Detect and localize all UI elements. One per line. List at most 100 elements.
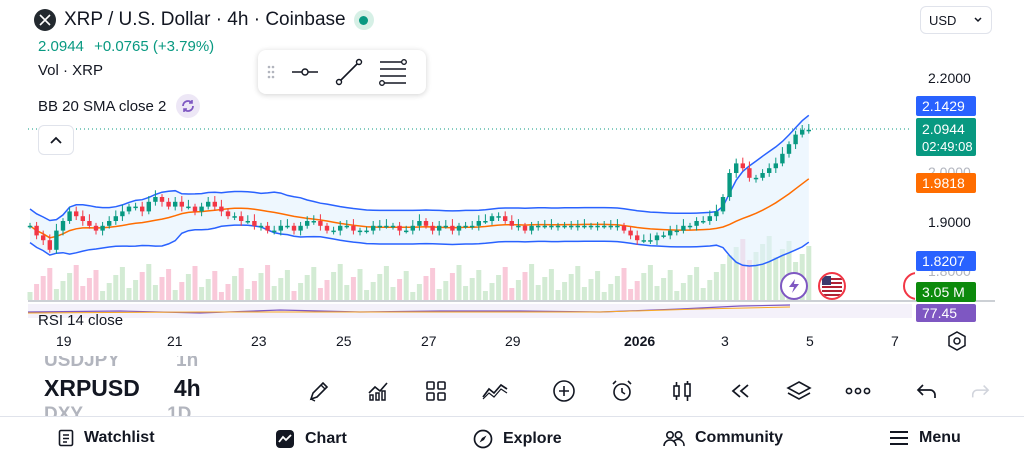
alert-button[interactable] [607,376,637,406]
candle-body [714,211,719,217]
volume-bar [60,281,66,300]
pen-icon [309,381,329,402]
fib-retracement-icon[interactable] [378,58,408,86]
volume-bar [588,279,594,300]
chart-settings-button[interactable] [946,330,968,352]
drawing-tools-button[interactable] [304,376,334,406]
volume-bar [515,280,521,300]
volume-bar [469,278,475,300]
volume-bar [687,275,693,300]
volume-bar [100,291,106,300]
symbol-wheel-current: XRPUSD 4h [44,375,201,401]
volume-bar [317,288,323,300]
drag-handle-icon[interactable] [266,63,276,81]
trend-line-icon[interactable] [334,57,364,87]
layouts-button[interactable] [421,376,451,406]
volume-bar [350,277,356,300]
nav-explore[interactable]: Explore [473,429,562,449]
bb-indicator-label[interactable]: BB 20 SMA close 2 [38,94,201,118]
compare-button[interactable] [480,376,510,406]
volume-bar [232,276,238,300]
symbol-title[interactable]: XRP / U.S. Dollar · 4h · Coinbase [64,9,346,30]
symbol-wheel-next: DXY 1D [44,404,192,416]
event-marker-lightning[interactable] [780,272,808,300]
nav-chart-label: Chart [305,430,347,447]
nav-chart[interactable]: Chart [275,429,347,449]
candle-body [397,225,402,231]
volume-bar [403,271,409,300]
volume-bar [337,264,343,300]
volume-bar [225,284,231,300]
candle-body [41,235,46,241]
candle-body [668,230,673,236]
currency-select[interactable]: USD [920,6,992,34]
volume-bar [40,276,46,300]
volume-bar [614,276,620,300]
symbol-wheel[interactable]: USDJPY 1h XRPUSD 4h DXY 1D [40,356,220,416]
community-icon [663,430,685,447]
event-marker-us-flag-right[interactable] [903,272,915,300]
redo-icon [971,384,990,398]
volume-bar [753,252,759,300]
add-button[interactable] [549,376,579,406]
volume-bar [119,267,125,300]
candle-body [470,225,475,228]
lightning-icon [789,279,799,293]
candle-body [351,225,356,231]
volume-bar [251,281,257,300]
nav-watchlist-label: Watchlist [84,429,155,446]
event-marker-us-flag[interactable] [818,272,846,300]
more-button[interactable] [843,376,873,406]
candle-body [107,221,112,226]
volume-bar [489,283,495,300]
volume-bar [773,257,779,300]
nav-menu[interactable]: Menu [889,429,961,447]
price-change: +0.0765 (+3.79%) [94,38,215,55]
volume-bar [430,268,436,300]
volume-bar [562,282,568,300]
add-icon [553,380,575,402]
time-tick: 23 [251,333,267,349]
bb-upper-tag: 2.1429 [916,96,976,116]
candle-body [80,216,85,221]
last-price: 2.0944 [38,38,84,55]
rsi-indicator-label[interactable]: RSI 14 close [38,312,124,326]
layers-button[interactable] [784,376,814,406]
redo-button[interactable] [970,376,990,406]
undo-icon [916,384,936,398]
undo-button[interactable] [912,376,942,406]
candle-body [404,230,409,233]
volume-bar [179,282,185,300]
candle-body [206,201,211,207]
rsi-ma-line [27,306,791,314]
candle-body [456,225,462,231]
chart-type-button[interactable] [667,376,697,406]
volume-bar [93,270,99,300]
volume-indicator-label[interactable]: Vol · XRP [38,62,104,79]
nav-watchlist[interactable]: Watchlist [58,429,155,447]
candle-body [437,225,442,231]
nav-community[interactable]: Community [663,429,783,447]
indicators-button[interactable] [363,376,393,406]
candle-body [747,168,752,178]
candle-body [529,225,534,231]
watchlist-icon [58,429,74,447]
horizontal-line-icon[interactable] [290,62,320,82]
loading-icon [176,94,201,118]
currency-value: USD [929,12,957,28]
collapse-legend-button[interactable] [38,125,74,155]
volume-bar [344,285,350,300]
candle-body [54,230,59,250]
volume-bar [496,275,502,300]
candle-body [265,225,270,231]
candle-body [536,225,541,228]
candle-body [410,225,415,231]
candle-body [338,225,343,231]
rewind-icon [731,384,749,398]
volume-bar [278,278,284,300]
candle-body [291,225,297,231]
candle-body [522,225,528,231]
more-icon [845,387,871,395]
replay-button[interactable] [725,376,755,406]
volume-bar [595,271,601,300]
